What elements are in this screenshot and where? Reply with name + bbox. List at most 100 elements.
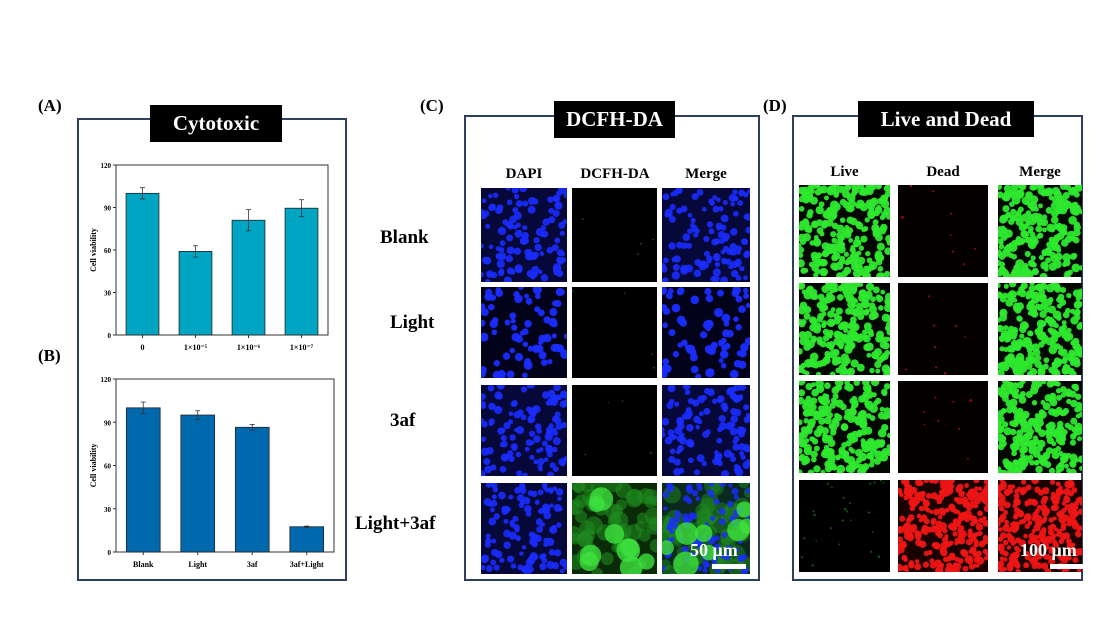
cell (869, 482, 872, 485)
cell (903, 564, 909, 570)
cell (1064, 200, 1072, 208)
cell (616, 538, 641, 563)
x-tick-label: Light (188, 560, 207, 569)
cell (925, 507, 931, 513)
cell (665, 292, 673, 300)
cell (712, 398, 718, 405)
cell (552, 427, 558, 433)
cell (975, 523, 984, 531)
cell (1013, 492, 1020, 499)
cell (829, 371, 836, 375)
cell (662, 565, 666, 572)
cell (737, 200, 744, 206)
cell (714, 238, 721, 245)
cell (811, 254, 821, 264)
cell (712, 268, 721, 277)
cell (998, 335, 1005, 342)
cell (524, 446, 530, 452)
cell (515, 266, 523, 274)
cell (686, 498, 693, 505)
cell (560, 421, 567, 429)
cell (1026, 427, 1034, 436)
cell (845, 440, 852, 447)
cell (1031, 238, 1039, 246)
cell (662, 193, 670, 201)
cell (1000, 386, 1007, 392)
cell (734, 463, 739, 469)
cell (485, 223, 491, 229)
cell (846, 456, 856, 465)
cell (876, 185, 882, 190)
cell (870, 550, 873, 553)
cell (515, 335, 523, 343)
cell (1060, 239, 1069, 247)
cell (1025, 484, 1032, 491)
cell (538, 466, 543, 472)
y-tick-label: 90 (104, 419, 112, 427)
cell (837, 323, 845, 331)
cell (1067, 538, 1072, 544)
cell (693, 269, 702, 278)
cell (497, 226, 507, 236)
cell (869, 367, 875, 374)
cell (922, 561, 930, 568)
cell (551, 524, 557, 530)
cell (868, 302, 876, 309)
cell (485, 483, 492, 488)
cell (738, 385, 746, 391)
cell (704, 287, 712, 296)
cell (713, 253, 719, 259)
cell (720, 362, 727, 369)
cell (1060, 392, 1066, 398)
cell (497, 385, 503, 389)
cell (481, 243, 484, 249)
cell (1052, 541, 1059, 548)
cell (852, 310, 860, 317)
cell (546, 246, 554, 254)
cell (876, 272, 885, 277)
cell (1042, 214, 1048, 220)
cell (998, 266, 1007, 275)
cell (1042, 487, 1050, 495)
cell (551, 244, 559, 252)
cell (481, 470, 486, 476)
cell (998, 252, 1006, 260)
cell (855, 239, 862, 246)
cell (1059, 348, 1068, 357)
cell (485, 565, 493, 572)
cell (507, 450, 514, 457)
cell (723, 449, 733, 458)
cell (1035, 551, 1043, 560)
cell (907, 562, 915, 569)
cell (808, 418, 816, 427)
cell (1020, 420, 1029, 429)
cell (835, 261, 844, 270)
cell (802, 233, 811, 242)
cell (811, 438, 819, 445)
cell (499, 557, 505, 563)
title-cytotoxic: Cytotoxic (150, 105, 282, 142)
cell (691, 490, 699, 497)
cell (743, 292, 750, 299)
cell (824, 382, 831, 390)
cell (525, 510, 532, 517)
cell (811, 564, 814, 567)
cell (519, 551, 524, 556)
cell (559, 558, 567, 567)
cell (649, 452, 652, 454)
cell (881, 210, 889, 218)
cell (999, 513, 1007, 521)
cell (856, 457, 863, 464)
cell (496, 259, 505, 269)
cell (488, 421, 494, 427)
cell (821, 320, 828, 326)
cell (998, 243, 1005, 250)
y-tick-label: 60 (104, 247, 112, 255)
cell (519, 188, 528, 193)
cell (818, 417, 826, 425)
cell (1030, 381, 1040, 391)
cell (509, 347, 515, 354)
cell (812, 510, 815, 513)
cell (932, 190, 935, 193)
cell (1042, 402, 1051, 411)
